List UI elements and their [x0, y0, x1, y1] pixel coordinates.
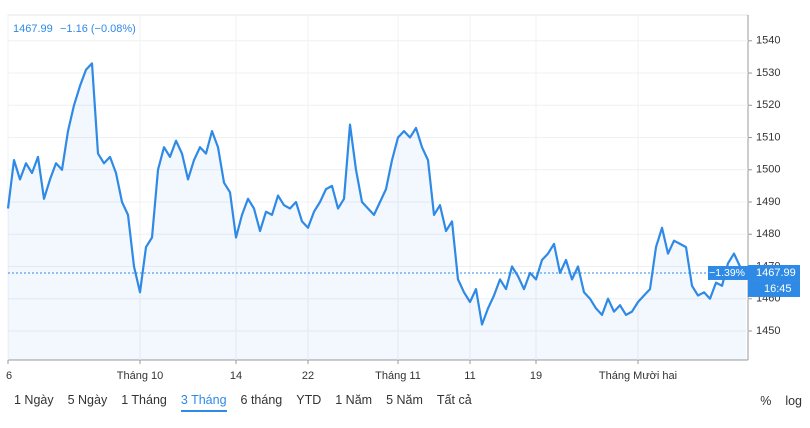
- options: % log: [746, 391, 810, 411]
- option-button[interactable]: %: [760, 394, 772, 408]
- option-button[interactable]: log: [785, 394, 802, 408]
- y-tick-label: 1540: [756, 35, 780, 47]
- range-button[interactable]: 1 Ngày: [14, 393, 54, 407]
- range-button[interactable]: 1 Tháng: [121, 393, 167, 407]
- change-tag: −1.39%: [709, 267, 745, 279]
- y-tick-label: 1490: [756, 196, 780, 208]
- y-tick-label: 1500: [756, 164, 780, 176]
- price-tag-bg: [748, 264, 800, 281]
- x-tick-label: Tháng 11: [375, 370, 421, 382]
- range-button[interactable]: Tất cả: [436, 393, 472, 407]
- range-button[interactable]: 5 Ngày: [67, 393, 108, 407]
- chart: 1467.99 −1.16 (−0.08%) 14501460147014801…: [6, 14, 800, 382]
- x-tick-label: 14: [230, 370, 242, 382]
- y-tick-label: 1530: [756, 67, 780, 79]
- time-tag-bg: [748, 280, 800, 297]
- x-tick-label: 11: [464, 370, 475, 382]
- y-tick-label: 1520: [756, 99, 780, 111]
- range-buttons: 1 Ngày 5 Ngày 1 Tháng 3 Tháng 6 tháng YTD 1 Nă…: [0, 390, 472, 412]
- range-button[interactable]: 5 Năm: [386, 393, 423, 407]
- x-tick-label: 22: [302, 370, 314, 382]
- change-tag-bg: [708, 265, 748, 280]
- header-price: 1467.99: [13, 23, 53, 35]
- price-line: [6, 62, 747, 326]
- x-tick-label: 6: [6, 370, 12, 382]
- y-tick-label: 1510: [756, 131, 780, 143]
- x-tick-label: Tháng 10: [117, 370, 163, 382]
- x-tick-label: 19: [530, 370, 542, 382]
- area: [8, 63, 746, 361]
- grid: [7, 15, 748, 360]
- time-tag: 16:45: [764, 283, 792, 295]
- price-tag: 1467.99: [756, 267, 796, 279]
- range-button[interactable]: YTD: [296, 393, 322, 407]
- y-tick-label: 1480: [756, 228, 780, 240]
- header-change: −1.16 (−0.08%): [60, 23, 136, 35]
- toolbar: 1 Ngày 5 Ngày 1 Tháng 3 Tháng 6 tháng YTD 1 Nă…: [0, 384, 810, 418]
- range-button[interactable]: 3 Tháng: [180, 390, 227, 412]
- marks: [6, 62, 747, 361]
- y-tick-label: 1450: [756, 325, 780, 337]
- range-button[interactable]: 6 tháng: [240, 393, 283, 407]
- plot-frame: [7, 14, 749, 361]
- x-tick-label: Tháng Mười hai: [599, 370, 677, 382]
- range-button[interactable]: 1 Năm: [335, 393, 373, 407]
